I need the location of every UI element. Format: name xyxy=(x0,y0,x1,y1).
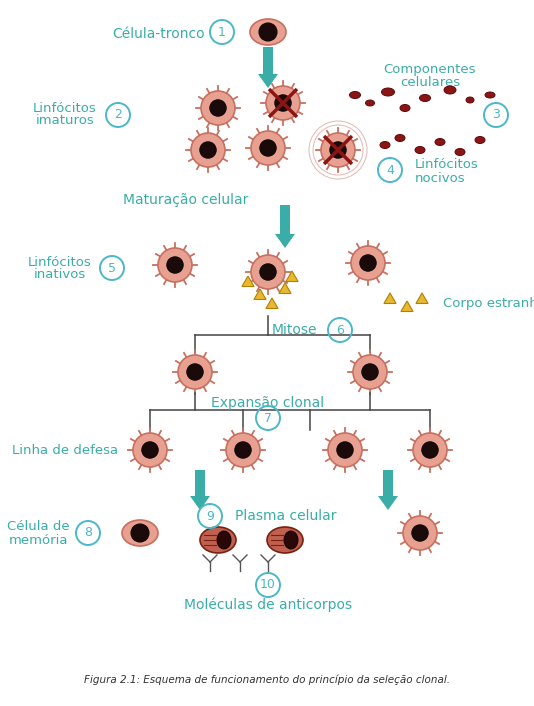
Ellipse shape xyxy=(420,95,430,102)
Circle shape xyxy=(201,91,235,125)
Polygon shape xyxy=(416,293,428,304)
Circle shape xyxy=(275,95,291,111)
Text: nocivos: nocivos xyxy=(415,172,466,184)
Polygon shape xyxy=(280,205,290,234)
Polygon shape xyxy=(279,283,291,294)
Circle shape xyxy=(260,264,276,280)
Polygon shape xyxy=(266,298,278,309)
Circle shape xyxy=(422,442,438,458)
Circle shape xyxy=(266,86,300,120)
Text: Linha de defesa: Linha de defesa xyxy=(12,443,118,457)
Text: 8: 8 xyxy=(84,527,92,539)
Circle shape xyxy=(403,516,437,550)
Circle shape xyxy=(251,131,285,165)
Polygon shape xyxy=(286,271,298,282)
Text: Linfócitos: Linfócitos xyxy=(415,159,479,172)
Text: Componentes: Componentes xyxy=(384,64,476,76)
Text: inativos: inativos xyxy=(34,268,86,282)
Circle shape xyxy=(131,524,149,542)
Text: Célula-tronco: Célula-tronco xyxy=(112,27,205,41)
Circle shape xyxy=(158,248,192,282)
Text: 4: 4 xyxy=(386,164,394,176)
Polygon shape xyxy=(258,74,278,88)
Text: Expansão clonal: Expansão clonal xyxy=(211,396,325,410)
Ellipse shape xyxy=(267,527,303,553)
Polygon shape xyxy=(275,234,295,248)
Circle shape xyxy=(321,133,355,167)
Text: 2: 2 xyxy=(114,109,122,121)
Text: 7: 7 xyxy=(264,412,272,424)
Ellipse shape xyxy=(365,100,374,106)
Ellipse shape xyxy=(200,527,236,553)
Text: Plasma celular: Plasma celular xyxy=(235,509,336,523)
Polygon shape xyxy=(242,276,254,287)
Text: Corpo estranho: Corpo estranho xyxy=(443,297,534,311)
Circle shape xyxy=(353,355,387,389)
Text: Mitose: Mitose xyxy=(272,323,318,337)
Circle shape xyxy=(328,433,362,467)
Polygon shape xyxy=(263,47,273,74)
Circle shape xyxy=(133,433,167,467)
Text: Linfócitos: Linfócitos xyxy=(28,256,92,268)
Circle shape xyxy=(210,100,226,116)
Text: Moléculas de anticorpos: Moléculas de anticorpos xyxy=(184,598,352,612)
Circle shape xyxy=(412,525,428,542)
Circle shape xyxy=(251,255,285,289)
Ellipse shape xyxy=(444,86,456,94)
Text: Maturação celular: Maturação celular xyxy=(123,193,248,207)
Ellipse shape xyxy=(122,520,158,546)
Circle shape xyxy=(200,142,216,158)
Circle shape xyxy=(187,364,203,380)
Text: 6: 6 xyxy=(336,323,344,337)
Ellipse shape xyxy=(455,148,465,155)
Circle shape xyxy=(260,140,276,156)
Polygon shape xyxy=(378,496,398,510)
Text: Linfócitos: Linfócitos xyxy=(33,102,97,114)
Ellipse shape xyxy=(250,19,286,45)
Text: 10: 10 xyxy=(260,578,276,592)
Circle shape xyxy=(413,433,447,467)
Ellipse shape xyxy=(380,141,390,148)
Polygon shape xyxy=(195,470,205,496)
Ellipse shape xyxy=(400,104,410,112)
Text: 5: 5 xyxy=(108,261,116,275)
Ellipse shape xyxy=(475,136,485,143)
Circle shape xyxy=(191,133,225,167)
Circle shape xyxy=(235,442,251,458)
Circle shape xyxy=(330,142,346,158)
Ellipse shape xyxy=(415,147,425,153)
Text: Célula de: Célula de xyxy=(7,520,69,534)
Circle shape xyxy=(360,255,376,271)
Polygon shape xyxy=(190,496,210,510)
Text: 9: 9 xyxy=(206,510,214,522)
Text: Figura 2.1: Esquema de funcionamento do princípio da seleção clonal.: Figura 2.1: Esquema de funcionamento do … xyxy=(84,675,450,686)
Circle shape xyxy=(362,364,378,380)
Polygon shape xyxy=(254,289,266,299)
Circle shape xyxy=(351,246,385,280)
Circle shape xyxy=(167,257,183,273)
Polygon shape xyxy=(384,293,396,304)
Text: 1: 1 xyxy=(218,25,226,39)
Ellipse shape xyxy=(349,92,360,99)
Ellipse shape xyxy=(284,531,298,549)
Ellipse shape xyxy=(466,97,474,103)
Text: celulares: celulares xyxy=(400,76,460,90)
Ellipse shape xyxy=(485,92,495,98)
Polygon shape xyxy=(401,301,413,311)
Text: imaturos: imaturos xyxy=(36,114,95,128)
Circle shape xyxy=(337,442,353,458)
Ellipse shape xyxy=(435,138,445,145)
Ellipse shape xyxy=(217,531,231,549)
Circle shape xyxy=(178,355,212,389)
Text: 3: 3 xyxy=(492,109,500,121)
Text: memória: memória xyxy=(8,534,68,546)
Circle shape xyxy=(226,433,260,467)
Circle shape xyxy=(142,442,158,458)
Circle shape xyxy=(259,23,277,41)
Ellipse shape xyxy=(395,135,405,141)
Polygon shape xyxy=(383,470,393,496)
Ellipse shape xyxy=(381,88,395,96)
